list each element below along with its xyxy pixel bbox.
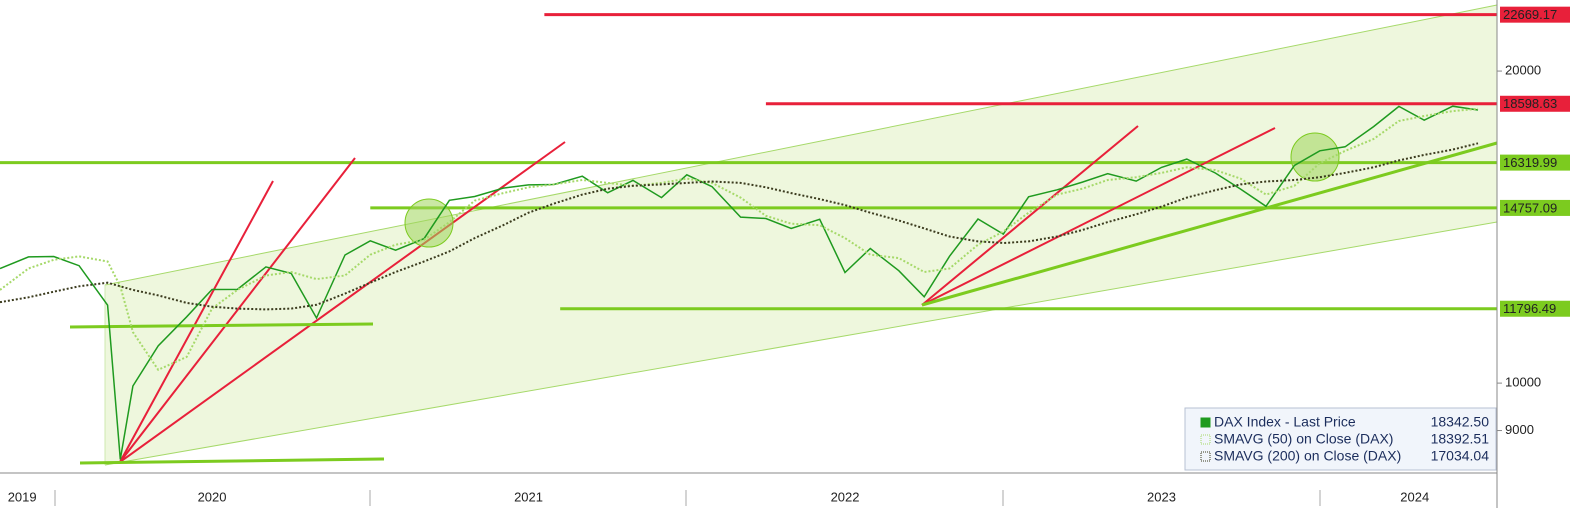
- trend-channel: [105, 5, 1497, 465]
- level-tag: [1500, 6, 1570, 23]
- fan-line: [119, 180, 274, 463]
- legend-swatch: [1200, 417, 1211, 428]
- x-tick-label: 2021: [514, 489, 543, 504]
- legend-value: 18342.50: [1431, 414, 1490, 430]
- highlight-circle: [404, 198, 454, 248]
- x-tick-label: 2022: [831, 489, 860, 504]
- support-line: [921, 141, 1498, 307]
- channel-lower: [104, 221, 1498, 466]
- legend-box: [1184, 407, 1497, 471]
- support-line: [69, 322, 374, 329]
- x-tick-label: 2020: [198, 489, 227, 504]
- series-line: [0, 107, 1479, 372]
- axes: 9000 10000 20000 2019 2020 2021 2022 2023 2024 22…: [8, 6, 1570, 504]
- levels: [0, 13, 1497, 311]
- level-tag: [1500, 95, 1570, 112]
- legend-swatch: [1200, 434, 1211, 445]
- level-label: 14757.09: [1503, 200, 1557, 215]
- x-tick-label: 2024: [1400, 489, 1429, 504]
- x-tick-label: 2023: [1147, 489, 1176, 504]
- trend-lines: [69, 125, 1498, 465]
- support-line: [79, 457, 385, 465]
- y-tick-label: 10000: [1505, 375, 1541, 390]
- y-tick-label: 9000: [1505, 422, 1534, 437]
- level-label: 18598.63: [1503, 96, 1557, 111]
- level-label: 16319.99: [1503, 155, 1557, 170]
- year-separators: [54, 490, 1321, 506]
- fan-line: [921, 127, 1276, 306]
- y-tick-label: 20000: [1505, 63, 1541, 78]
- legend-name: DAX Index - Last Price: [1214, 414, 1356, 430]
- x-tick-label: 2019: [8, 489, 37, 504]
- level-label: 11796.49: [1503, 301, 1556, 316]
- legend-value: 18392.51: [1431, 431, 1490, 447]
- fan-line: [119, 157, 356, 463]
- fan-line: [921, 125, 1139, 306]
- plot: [0, 105, 1479, 460]
- legend-name: SMAVG (200) on Close (DAX): [1214, 448, 1401, 464]
- level-tag: [1500, 199, 1570, 216]
- legend-swatch: [1200, 451, 1211, 462]
- legend-value: 17034.04: [1431, 448, 1490, 464]
- level-label: 22669.17: [1503, 7, 1557, 22]
- level-tag: [1500, 154, 1570, 171]
- highlight-circle: [1290, 132, 1340, 182]
- series-line: [0, 142, 1479, 311]
- series-line: [0, 105, 1479, 460]
- legend-name: SMAVG (50) on Close (DAX): [1214, 431, 1393, 447]
- legend: DAX Index - Last Price 18342.50 SMAVG (50)…: [1184, 407, 1497, 471]
- level-tag: [1500, 300, 1570, 317]
- channel-upper: [104, 4, 1498, 286]
